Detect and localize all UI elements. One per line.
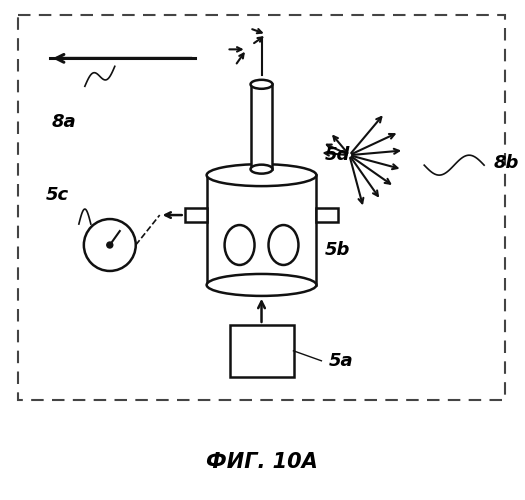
- Text: 8b: 8b: [494, 154, 519, 172]
- Bar: [250, 84, 272, 169]
- Ellipse shape: [268, 225, 298, 265]
- Bar: [207, 175, 317, 285]
- Circle shape: [84, 219, 136, 271]
- Text: 5b: 5b: [324, 241, 350, 259]
- Ellipse shape: [207, 164, 317, 186]
- Text: 8a: 8a: [52, 114, 77, 132]
- Text: 5a: 5a: [329, 352, 353, 370]
- Circle shape: [107, 242, 113, 248]
- Ellipse shape: [225, 225, 255, 265]
- Text: 5d: 5d: [324, 146, 350, 164]
- Text: ФИГ. 10А: ФИГ. 10А: [206, 452, 318, 471]
- Text: 5c: 5c: [46, 186, 69, 204]
- Bar: [18, 16, 505, 400]
- Bar: [317, 208, 339, 222]
- Ellipse shape: [250, 80, 272, 89]
- Bar: [229, 325, 295, 377]
- Bar: [185, 208, 207, 222]
- Ellipse shape: [207, 274, 317, 296]
- Ellipse shape: [250, 164, 272, 173]
